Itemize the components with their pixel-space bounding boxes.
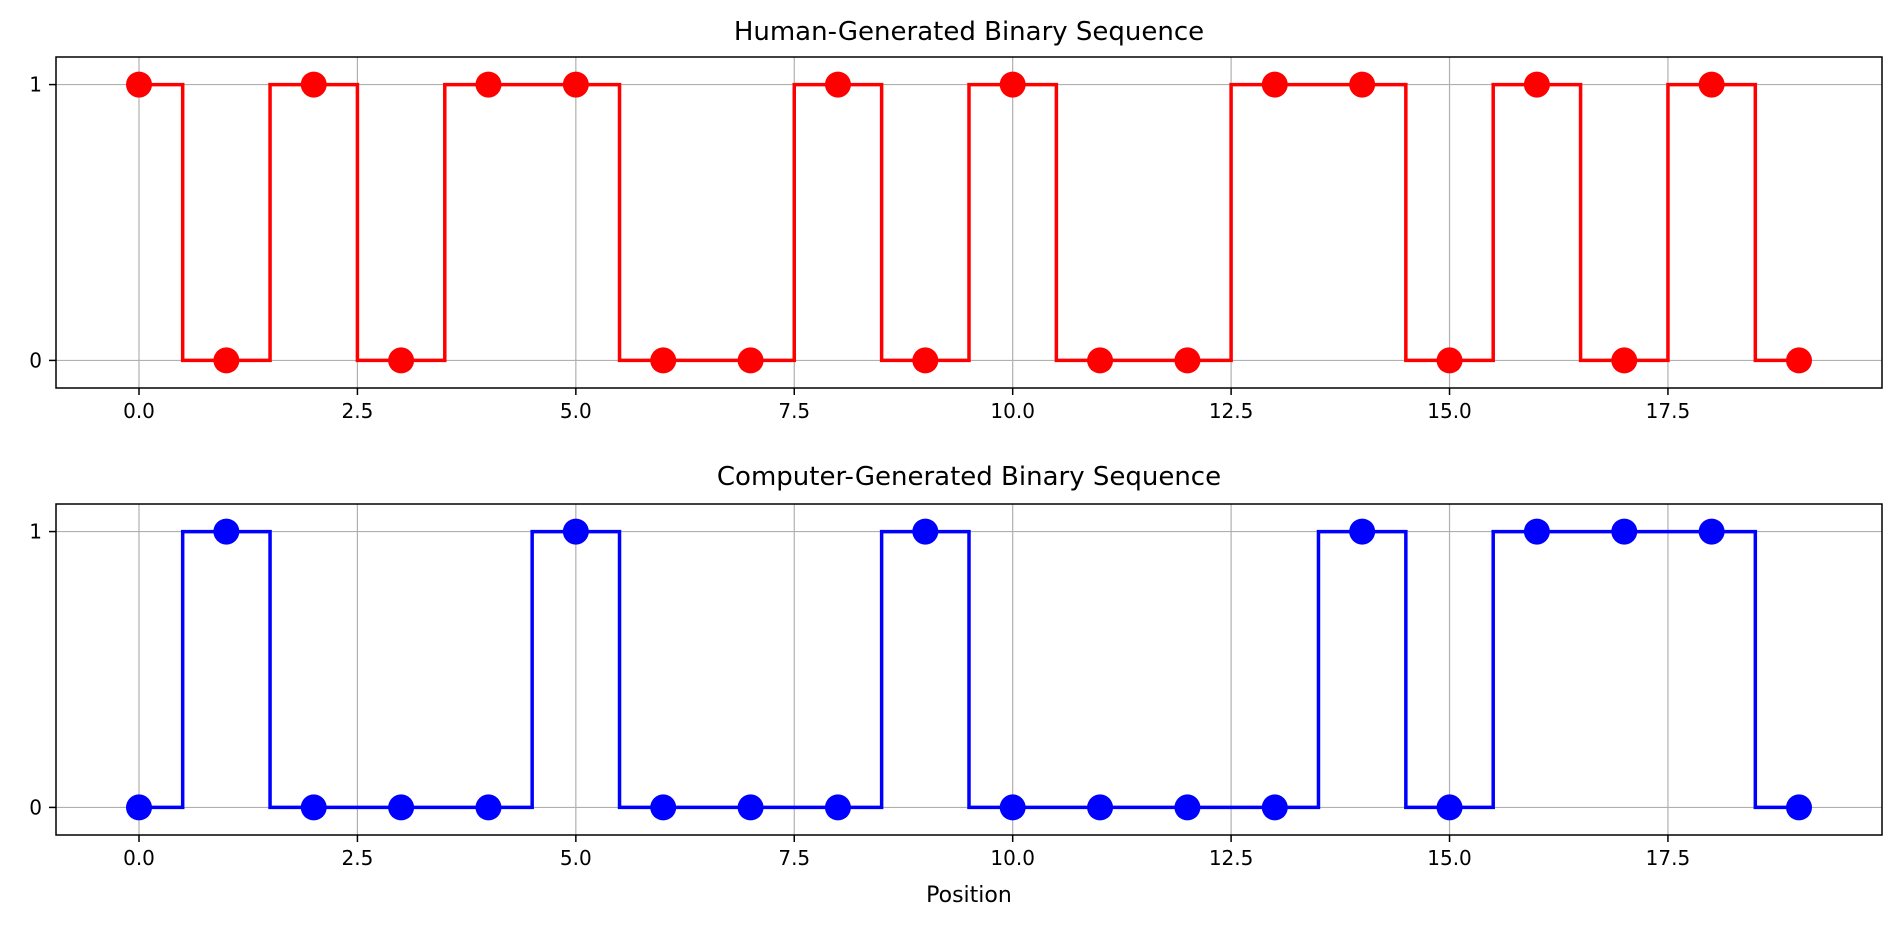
data-point [213, 518, 240, 545]
data-point [1261, 71, 1288, 98]
x-tick-label: 7.5 [778, 846, 810, 870]
y-tick-label: 1 [29, 73, 42, 97]
x-tick-label: 7.5 [778, 399, 810, 423]
data-point [1698, 71, 1725, 98]
x-tick-label: 2.5 [342, 399, 374, 423]
data-point [1174, 794, 1201, 821]
x-tick-label: 2.5 [342, 846, 374, 870]
data-point [1611, 347, 1638, 374]
data-point [126, 71, 152, 98]
x-tick-label: 17.5 [1646, 846, 1691, 870]
x-tick-label: 10.0 [990, 399, 1035, 423]
data-point [1786, 347, 1812, 374]
data-point [1611, 518, 1638, 545]
data-point [1523, 518, 1550, 545]
data-point [300, 794, 327, 821]
data-point [1786, 794, 1812, 821]
data-point [475, 794, 502, 821]
data-point [1087, 347, 1114, 374]
data-point [388, 794, 415, 821]
data-point [126, 794, 152, 821]
data-point [1349, 518, 1376, 545]
axes-frame [55, 503, 1883, 836]
x-tick-label: 5.0 [560, 399, 592, 423]
series-line [139, 82, 1799, 363]
data-point [1349, 71, 1376, 98]
chart-title: Computer-Generated Binary Sequence [717, 462, 1221, 492]
x-tick-label: 12.5 [1209, 846, 1254, 870]
x-tick-label: 15.0 [1427, 846, 1472, 870]
data-point [737, 347, 764, 374]
data-point [562, 518, 589, 545]
chart-title: Human-Generated Binary Sequence [734, 17, 1204, 47]
x-tick-label: 5.0 [560, 846, 592, 870]
x-tick-label: 0.0 [123, 399, 155, 423]
data-point [824, 71, 851, 98]
chart-panel-1: 0.0 2.5 5.0 7.5 10.0 12.5 15.0 17.5 0 1 Human-Gene… [29, 17, 1883, 423]
data-point [1436, 347, 1463, 374]
series-line [139, 529, 1799, 810]
data-point [912, 347, 939, 374]
data-point [388, 347, 415, 374]
data-point [824, 794, 851, 821]
data-point [650, 347, 677, 374]
y-tick-label: 1 [29, 520, 42, 544]
data-point [650, 794, 677, 821]
data-point [562, 71, 589, 98]
data-point [1087, 794, 1114, 821]
x-tick-label: 15.0 [1427, 399, 1472, 423]
x-tick-label: 12.5 [1209, 399, 1254, 423]
chart-panel-2: 0.0 2.5 5.0 7.5 10.0 12.5 15.0 17.5 0 1 Computer-G… [29, 462, 1883, 908]
y-tick-label: 0 [29, 348, 42, 372]
x-tick-label: 0.0 [123, 846, 155, 870]
data-point [999, 71, 1026, 98]
data-point [1436, 794, 1463, 821]
y-tick-label: 0 [29, 795, 42, 819]
data-point [475, 71, 502, 98]
x-axis-label: Position [926, 883, 1012, 908]
data-point [1261, 794, 1288, 821]
data-point [1523, 71, 1550, 98]
data-point [1698, 518, 1725, 545]
data-point [213, 347, 240, 374]
axes-frame [55, 56, 1883, 389]
data-point [737, 794, 764, 821]
x-tick-label: 10.0 [990, 846, 1035, 870]
data-point [999, 794, 1026, 821]
data-point [300, 71, 327, 98]
data-point [1174, 347, 1201, 374]
data-point [912, 518, 939, 545]
x-tick-label: 17.5 [1646, 399, 1691, 423]
